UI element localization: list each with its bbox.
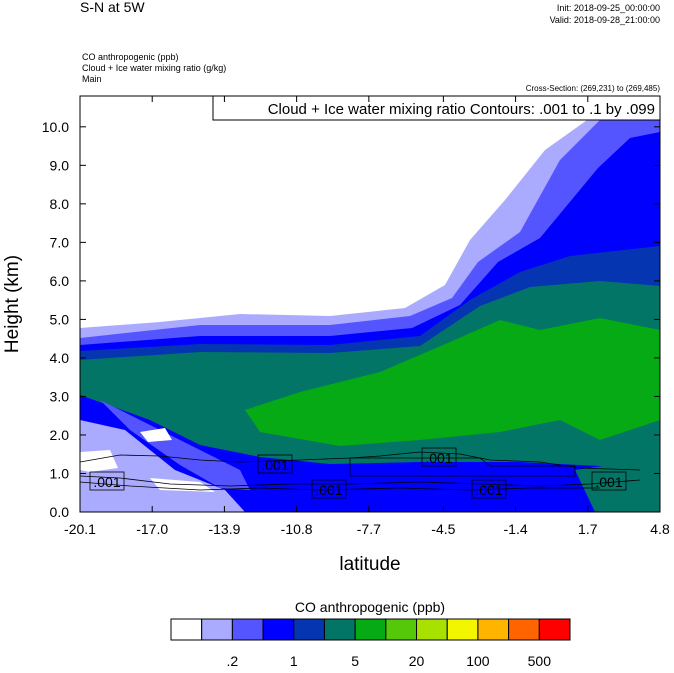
- contour-label-box: [89, 471, 125, 491]
- field-label-co: CO anthropogenic (ppb): [82, 52, 179, 62]
- colorbar-swatch: [416, 618, 448, 641]
- y-tick-label: 1.0: [50, 465, 70, 481]
- y-tick-label: 2.0: [50, 427, 70, 443]
- y-tick-label: 3.0: [50, 388, 70, 404]
- co-field: [80, 96, 660, 512]
- colorbar-swatch: [170, 618, 203, 641]
- contour-label: .001: [475, 482, 502, 498]
- x-tick-label: -13.9: [208, 521, 240, 537]
- field-label-main: Main: [82, 74, 102, 84]
- contour-line: [79, 481, 600, 491]
- colorbar-swatch: [323, 618, 356, 641]
- y-tick-label: 4.0: [50, 350, 70, 366]
- init-time: Init: 2018-09-25_00:00:00: [557, 3, 660, 13]
- plot-title: S-N at 5W: [80, 0, 145, 15]
- colorbar: .2 1 5 20 100 500: [170, 618, 571, 669]
- chart-title: Cloud + Ice water mixing ratio Contours:…: [268, 101, 655, 118]
- colorbar-swatch: [446, 618, 479, 641]
- colorbar-swatch: [262, 618, 295, 641]
- valid-time: Valid: 2018-09-28_21:00:00: [550, 15, 660, 25]
- contour-lines: [79, 451, 641, 491]
- field-label-cloud: Cloud + Ice water mixing ratio (g/kg): [82, 63, 226, 73]
- contour-label-box: [311, 479, 347, 499]
- y-tick-label: 0.0: [50, 504, 70, 520]
- colorbar-swatch: [293, 618, 325, 641]
- colorbar-label: .2: [227, 653, 239, 668]
- contour-label-box: [421, 447, 457, 467]
- colorbar-swatch: [385, 618, 418, 641]
- colorbar-swatch: [231, 618, 264, 641]
- cross-section-label: Cross-Section: (269,231) to (269,485): [526, 84, 661, 93]
- x-axis: -20.1 -17.0 -13.9 -10.8 -7.7 -4.5 -1.4 1.7 4.8: [64, 96, 670, 537]
- y-tick-label: 9.0: [50, 157, 70, 173]
- colorbar-swatch: [201, 618, 233, 641]
- y-tick-label: 8.0: [50, 196, 70, 212]
- x-tick-label: -7.7: [357, 521, 381, 537]
- colorbar-label: 500: [528, 653, 552, 668]
- colorbar-swatch: [508, 618, 540, 641]
- title-box: Cloud + Ice water mixing ratio Contours:…: [212, 95, 661, 121]
- field-lower-right-teal: [575, 458, 660, 512]
- y-tick-label: 6.0: [50, 273, 70, 289]
- y-axis: 0.0 1.0 2.0 3.0 4.0 5.0 6.0 7.0 8.0 9.0 10.0: [42, 119, 660, 520]
- contour-label: .001: [261, 457, 288, 473]
- colorbar-swatch: [354, 618, 387, 641]
- x-tick-label: -1.4: [504, 521, 528, 537]
- x-tick-label: -20.1: [64, 521, 96, 537]
- contour-label-box: [591, 471, 627, 491]
- contour-label: .001: [595, 474, 622, 490]
- colorbar-label: 100: [466, 653, 490, 668]
- field-lower-left-white2: [140, 428, 172, 442]
- contour-labels: .001 .001 .001 .001 .001 .001: [89, 447, 627, 499]
- field-lower-left-white: [80, 450, 118, 472]
- y-axis-label: Height (km): [2, 255, 23, 353]
- colorbar-label: 1: [290, 653, 298, 668]
- y-tick-label: 7.0: [50, 234, 70, 250]
- x-tick-label: -4.5: [431, 521, 455, 537]
- field-lower-left-white3: [150, 478, 215, 492]
- contour-line: [349, 457, 576, 477]
- colorbar-label: 5: [351, 653, 359, 668]
- contour-label: .001: [315, 482, 342, 498]
- field-band-green: [245, 318, 660, 446]
- x-tick-label: 1.7: [578, 521, 598, 537]
- contour-label: .001: [93, 474, 120, 490]
- field-white-region: [80, 96, 600, 328]
- colorbar-title: CO anthropogenic (ppb): [295, 599, 445, 615]
- x-axis-label: latitude: [339, 554, 400, 575]
- colorbar-swatch: [477, 618, 510, 641]
- field-lower-left-mid: [100, 400, 250, 490]
- x-tick-label: -10.8: [281, 521, 313, 537]
- contour-label-box: [471, 479, 507, 499]
- x-tick-label: -17.0: [136, 521, 168, 537]
- contour-label-box: [257, 454, 293, 474]
- colorbar-label: 20: [409, 653, 425, 668]
- x-tick-label: 4.8: [650, 521, 670, 537]
- y-tick-label: 5.0: [50, 311, 70, 327]
- colorbar-swatch: [538, 618, 571, 641]
- contour-line: [79, 451, 641, 471]
- y-tick-label: 10.0: [42, 119, 69, 135]
- contour-label: .001: [425, 450, 452, 466]
- title-box-frame: [212, 95, 661, 121]
- contour-line: [79, 475, 641, 487]
